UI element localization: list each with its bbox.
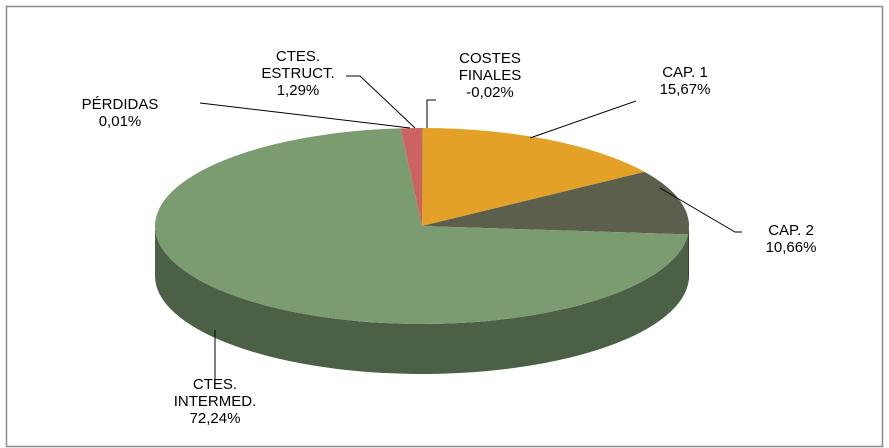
category-label: COSTES FINALES (458, 50, 522, 84)
data-label: CAP. 1 15,67% (640, 64, 730, 98)
value-label: 10,66% (765, 239, 817, 256)
data-label: COSTES FINALES -0,02% (445, 50, 535, 101)
leader-line (346, 75, 416, 129)
slice-side (688, 226, 689, 285)
data-label: PÉRDIDAS 0,01% (70, 96, 170, 130)
slice (155, 128, 689, 324)
slice (422, 171, 690, 235)
category-label: CTES. ESTRUCT. (261, 48, 335, 82)
category-label: CTES. INTERMED. (173, 376, 257, 410)
value-label: 1,29% (276, 82, 320, 99)
data-label: CTES. ESTRUCT. 1,29% (248, 48, 348, 99)
value-label: 72,24% (189, 410, 241, 427)
slice (400, 128, 423, 226)
value-label: -0,02% (466, 84, 514, 101)
leader-line (426, 99, 436, 128)
data-label: CTES. INTERMED. 72,24% (160, 376, 270, 427)
slice (422, 128, 645, 226)
category-label: CAP. 1 (662, 64, 708, 81)
leader-line (199, 102, 411, 129)
data-label: CAP. 2 10,66% (746, 222, 836, 256)
leader-line (659, 187, 742, 233)
category-label: PÉRDIDAS (81, 96, 159, 113)
leader-line (529, 100, 637, 139)
value-label: 15,67% (659, 81, 711, 98)
slice-side (155, 226, 689, 375)
category-label: CAP. 2 (768, 222, 814, 239)
value-label: 0,01% (98, 113, 142, 130)
slice (400, 128, 422, 226)
